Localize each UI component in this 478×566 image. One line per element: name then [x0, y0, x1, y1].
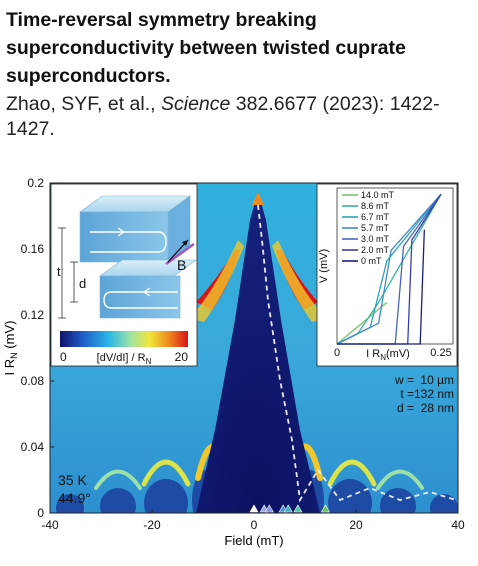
- upper-crystal: [79, 195, 191, 263]
- schematic-inset: t d B 0 20 [dV/dI] / RN: [50, 183, 198, 367]
- y-tick: 0.16: [21, 242, 54, 256]
- y-axis-label: I RN (mV): [2, 321, 19, 376]
- iv-curve: [336, 301, 388, 345]
- colorbar-label: [dV/dI] / RN: [97, 352, 152, 366]
- paper-title: Time-reversal symmetry breaking supercon…: [6, 9, 406, 87]
- iv-curve: [336, 193, 442, 345]
- y-tick: 0.04: [21, 440, 54, 454]
- y-tick: 0.08: [21, 374, 54, 388]
- y-tick: 0.2: [27, 176, 54, 190]
- colorbar: [60, 331, 188, 347]
- inset-x-tick: 0.25: [430, 347, 451, 359]
- y-axis: 0 0.04 0.08 0.12 0.16 0.2: [21, 176, 54, 520]
- x-axis-label: Field (mT): [224, 533, 283, 548]
- y-tick-label: 0.12: [21, 308, 45, 322]
- colorbar-label-sub: N: [146, 357, 152, 366]
- inset-y-label: V (mV): [318, 249, 330, 283]
- iv-legend: 14.0 mT8.6 mT6.7 mT5.7 mT3.0 mT2.0 mT0 m…: [342, 190, 395, 266]
- param-t-label: t =: [400, 387, 414, 401]
- y-tick: 0.12: [21, 308, 54, 322]
- schematic-t-label: t: [57, 264, 61, 279]
- legend-label: 3.0 mT: [361, 234, 390, 244]
- x-tick-label: -20: [143, 518, 161, 532]
- y-axis-label-main: I R: [2, 359, 17, 376]
- sample-params: w = 10 µm t = 132 nm d = 28 nm: [394, 373, 454, 415]
- x-tick: 20: [349, 509, 363, 532]
- citation-journal: Science: [161, 93, 231, 115]
- x-tick: -20: [143, 509, 161, 532]
- temperature-label: 35 K: [58, 472, 87, 488]
- param-w-label: w =: [394, 373, 414, 387]
- citation-authors: Zhao, SYF, et al.,: [6, 93, 161, 115]
- field-marker: [249, 504, 259, 513]
- inset-x-tick: 0: [334, 347, 340, 359]
- param-d-label: d =: [397, 401, 414, 415]
- iv-inset: V (mV) 0 0.25 I RN(mV) 14.0 mT8.6 mT6.7 …: [316, 183, 458, 367]
- y-tick: 0: [37, 506, 54, 520]
- citation-details: 382.6677 (2023): 1422-1427.: [6, 93, 440, 140]
- paper-citation: Zhao, SYF, et al., Science 382.6677 (202…: [6, 92, 472, 142]
- iv-curves: [336, 193, 442, 345]
- legend-label: 5.7 mT: [361, 223, 390, 233]
- field-b-label: B: [177, 257, 186, 273]
- y-axis-label-unit: (mV): [2, 321, 17, 353]
- x-axis: -40 -20 0 20 40: [41, 509, 465, 532]
- y-tick-label: 0.16: [21, 242, 45, 256]
- field-marker: [264, 504, 274, 513]
- y-tick-label: 0.2: [27, 176, 44, 190]
- param-t-value: 132 nm: [414, 387, 454, 401]
- legend-label: 14.0 mT: [361, 190, 395, 200]
- twist-angle-label: 44.9°: [58, 490, 91, 506]
- field-marker: [320, 504, 330, 513]
- y-tick-label: 0: [37, 506, 44, 520]
- legend-label: 2.0 mT: [361, 245, 390, 255]
- x-tick-label: 0: [251, 518, 258, 532]
- inset-x-label: I RN(mV): [366, 348, 410, 362]
- schematic-d-label: d: [79, 276, 86, 291]
- colorbar-label-main: [dV/dI] / R: [97, 352, 146, 364]
- legend-label: 8.6 mT: [361, 201, 390, 211]
- x-tick-label: -40: [41, 518, 59, 532]
- y-tick-label: 0.04: [21, 440, 45, 454]
- x-tick: -40: [41, 509, 59, 532]
- inset-x-label-unit: (mV): [386, 348, 410, 360]
- colorbar-min: 0: [60, 350, 67, 364]
- x-tick-label: 20: [349, 518, 363, 532]
- lower-crystal: [99, 259, 197, 319]
- figure: 0 0.04 0.08 0.12 0.16 0.2 I RN (mV) -40 …: [2, 176, 465, 548]
- field-marker: [293, 504, 303, 513]
- inset-x-label-sub: N: [380, 353, 386, 362]
- colorbar-max: 20: [175, 350, 189, 364]
- x-tick-label: 40: [451, 518, 465, 532]
- legend-label: 0 mT: [361, 256, 382, 266]
- param-w-value: 10 µm: [420, 373, 454, 387]
- param-d-value: 28 nm: [421, 401, 454, 415]
- y-axis-label-sub: N: [9, 352, 19, 359]
- inset-x-label-main: I R: [366, 348, 380, 360]
- iv-curve: [337, 229, 426, 345]
- field-markers: [249, 504, 330, 513]
- y-tick-label: 0.08: [21, 374, 45, 388]
- x-tick: 40: [451, 509, 465, 532]
- legend-label: 6.7 mT: [361, 212, 390, 222]
- field-marker: [283, 504, 293, 513]
